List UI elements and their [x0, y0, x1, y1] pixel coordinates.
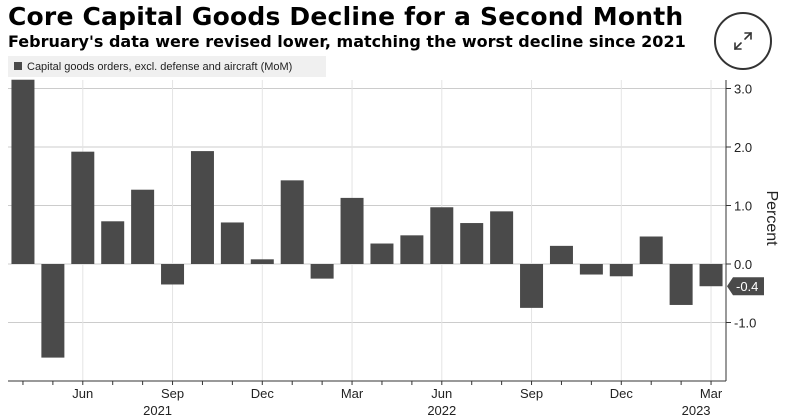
- bar-nov-2022: [579, 264, 603, 275]
- year-label: 2021: [143, 403, 172, 418]
- x-tick-label: Dec: [251, 386, 275, 401]
- chart-title: Core Capital Goods Decline for a Second …: [8, 2, 684, 31]
- y-tick-label: 1.0: [734, 199, 752, 214]
- bar-aug-2022: [490, 211, 514, 264]
- bar-jun-2022: [430, 207, 454, 264]
- x-tick-label: Sep: [520, 386, 543, 401]
- bar-dec-2022: [609, 264, 633, 277]
- y-axis-label: Percent: [763, 190, 780, 246]
- bar-nov-2021: [220, 222, 244, 264]
- x-tick-label: Dec: [610, 386, 634, 401]
- x-tick-label: Mar: [700, 386, 723, 401]
- bar-jul-2021: [101, 221, 125, 264]
- bar-mar-2022: [340, 197, 364, 264]
- bar-sep-2022: [520, 264, 544, 308]
- bar-apr-2022: [370, 243, 394, 264]
- x-tick-label: Jun: [72, 386, 93, 401]
- bar-may-2021: [41, 264, 65, 358]
- y-tick-label: 0.0: [734, 257, 752, 272]
- x-tick-label: Jun: [431, 386, 452, 401]
- last-value-label: -0.4: [736, 279, 758, 294]
- bar-feb-2023: [669, 264, 693, 305]
- bar-feb-2022: [310, 264, 334, 279]
- expand-button[interactable]: [714, 12, 772, 70]
- year-label: 2023: [682, 403, 711, 418]
- x-tick-label: Mar: [341, 386, 364, 401]
- bar-jan-2022: [280, 180, 304, 264]
- legend-label: Capital goods orders, excl. defense and …: [27, 61, 292, 73]
- y-tick-label: 2.0: [734, 140, 752, 155]
- bar-sep-2021: [161, 264, 185, 285]
- bar-may-2022: [400, 235, 424, 264]
- chart-subtitle: February's data were revised lower, matc…: [8, 32, 686, 51]
- x-tick-label: Sep: [161, 386, 184, 401]
- bar-dec-2021: [250, 259, 274, 264]
- y-tick-label: 3.0: [734, 82, 752, 97]
- bar-jun-2021: [71, 151, 95, 264]
- legend-swatch: [14, 62, 22, 70]
- bar-aug-2021: [131, 189, 155, 264]
- bar-jul-2022: [460, 223, 484, 264]
- expand-arrows-icon: [734, 32, 752, 50]
- legend-box: [8, 56, 326, 77]
- bar-apr-2021: [11, 79, 35, 264]
- bar-jan-2023: [639, 236, 663, 264]
- last-value-badge: [727, 277, 764, 296]
- y-tick-label: -1.0: [734, 316, 756, 331]
- bar-mar-2023: [699, 264, 723, 287]
- bar-oct-2021: [190, 151, 214, 264]
- bar-oct-2022: [549, 245, 573, 264]
- year-label: 2022: [427, 403, 456, 418]
